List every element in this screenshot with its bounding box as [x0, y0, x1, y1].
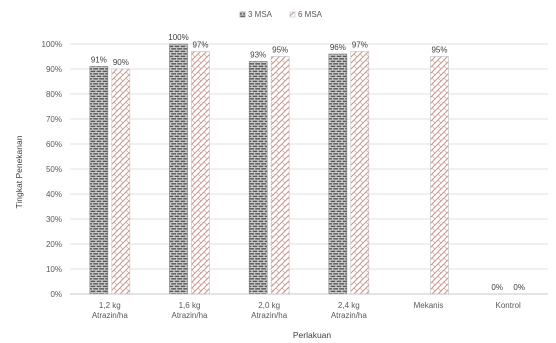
data-label: 0% — [491, 283, 503, 292]
legend-entry: 3 MSA — [248, 10, 273, 19]
x-tick-label: Kontrol — [495, 301, 521, 310]
data-label: 100% — [168, 33, 188, 42]
x-axis: 1,2 kg Atrazin/ha 1,6 kg Atrazin/ha 2,0 kg At… — [70, 293, 548, 320]
legend: 3 MSA 6 MSA — [239, 10, 323, 19]
x-tick-label: Mekanis — [414, 301, 444, 310]
y-tick-label: 80% — [46, 90, 62, 99]
y-tick-label: 0% — [50, 290, 62, 299]
bar-1 — [89, 66, 109, 295]
y-axis-title: Tingkat Penekanan — [14, 135, 24, 208]
y-tick-label: 30% — [46, 215, 62, 224]
bar-1 — [248, 61, 268, 295]
y-tick-label: 40% — [46, 190, 62, 199]
y-tick-label: 90% — [46, 65, 62, 74]
legend-entry: 6 MSA — [298, 10, 323, 19]
y-tick-label: 20% — [46, 240, 62, 249]
bar-1 — [169, 43, 188, 295]
data-label: 91% — [91, 56, 107, 65]
data-label: 95% — [272, 46, 288, 55]
x-tick-label: 1,6 kg Atrazin/ha — [171, 301, 208, 320]
x-axis-title: Perlakuan — [293, 330, 332, 340]
gridlines — [70, 43, 548, 295]
bar-2 — [270, 56, 290, 295]
data-label: 96% — [330, 43, 346, 52]
x-tick-label: 2,4 kg Atrazin/ha — [331, 301, 368, 320]
bar-2 — [430, 56, 449, 295]
x-tick-label: 2,0 kg Atrazin/ha — [251, 301, 288, 320]
bar-2 — [111, 68, 131, 295]
y-axis: 0% 10% 20% 30% 40% 50% 60% 70% 80% 90% 100% — [42, 40, 62, 299]
data-label: 97% — [352, 41, 368, 50]
y-tick-label: 50% — [46, 165, 62, 174]
y-tick-label: 60% — [46, 140, 62, 149]
bar-1 — [328, 53, 348, 295]
y-tick-label: 10% — [46, 265, 62, 274]
legend-swatch — [239, 11, 246, 18]
data-label: 95% — [431, 46, 447, 55]
bar-2 — [350, 51, 370, 295]
y-tick-label: 70% — [46, 115, 62, 124]
data-label: 90% — [113, 58, 129, 67]
x-tick-label: 1,2 kg Atrazin/ha — [92, 301, 129, 320]
data-label: 97% — [192, 41, 208, 50]
bar-2 — [191, 51, 210, 295]
data-label: 93% — [250, 51, 266, 60]
data-labels: 91% 90% 100% 97% 93% 95% 96% 97% 95% 0% 0% — [91, 33, 525, 292]
y-tick-label: 100% — [42, 40, 62, 49]
data-label: 0% — [513, 283, 525, 292]
legend-swatch — [289, 11, 296, 18]
